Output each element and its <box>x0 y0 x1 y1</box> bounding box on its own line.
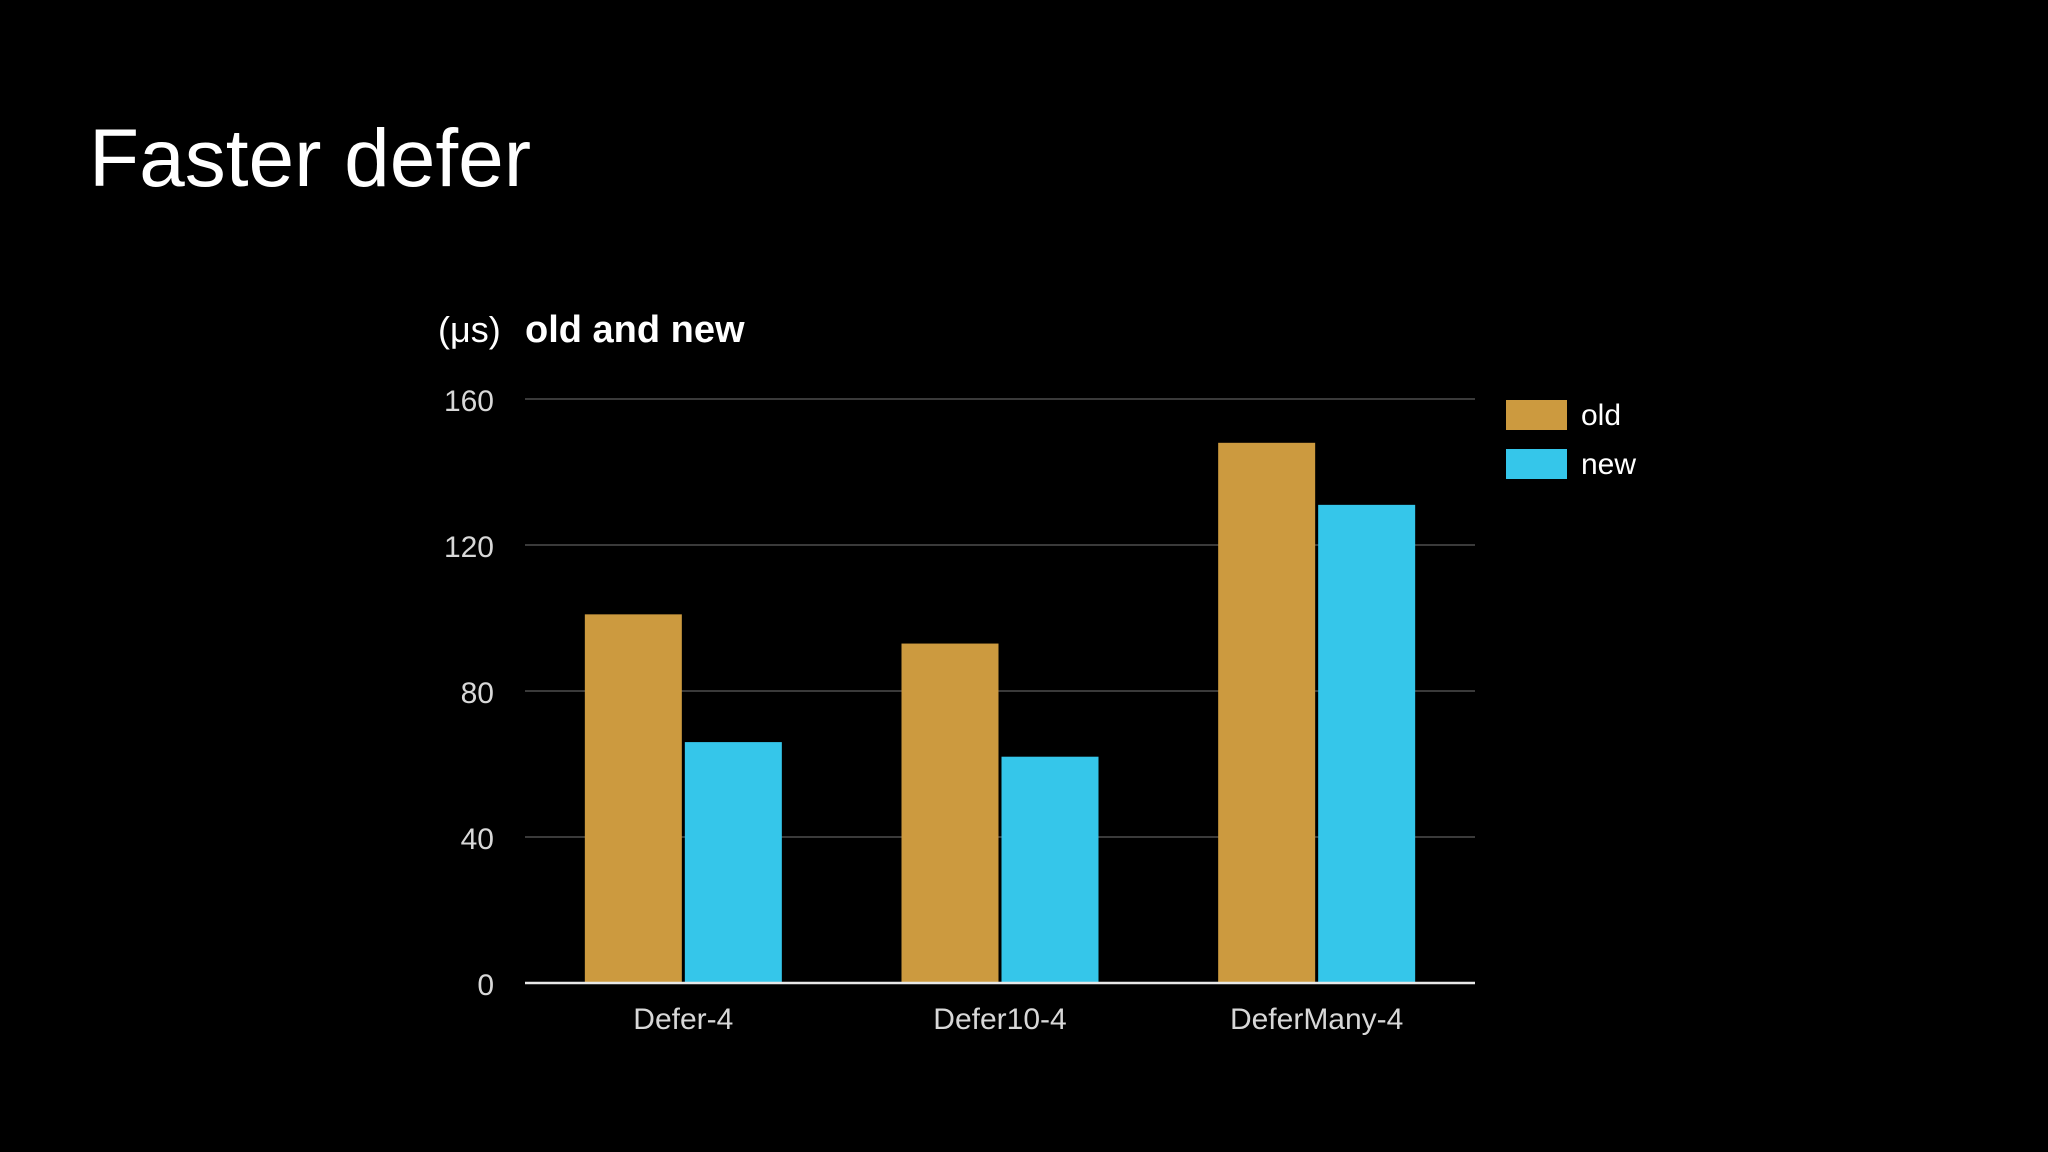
legend-label-old: old <box>1581 399 1621 432</box>
bar-old-defer10-4 <box>901 643 999 983</box>
y-tick-labels: 0 40 80 120 160 <box>444 385 494 1002</box>
legend-swatch-old <box>1506 400 1567 430</box>
chart-title: old and new <box>525 309 745 351</box>
bar-old-defer-4 <box>584 614 682 983</box>
y-axis-label: (μs) <box>438 309 501 350</box>
x-tick-label: DeferMany-4 <box>1230 1003 1403 1036</box>
bars <box>584 442 1416 983</box>
y-tick-label: 0 <box>477 969 494 1002</box>
slide-title: Faster defer <box>89 113 532 204</box>
x-tick-label: Defer-4 <box>633 1003 733 1036</box>
y-tick-label: 160 <box>444 385 494 418</box>
bar-new-defer10-4 <box>1001 756 1099 983</box>
legend: old new <box>1506 399 1636 481</box>
legend-label-new: new <box>1581 448 1636 481</box>
y-tick-label: 40 <box>461 823 494 856</box>
legend-swatch-new <box>1506 449 1567 479</box>
bar-new-defermany-4 <box>1318 504 1416 983</box>
bar-new-defer-4 <box>684 742 782 983</box>
x-tick-labels: Defer-4 Defer10-4 DeferMany-4 <box>633 1003 1403 1036</box>
y-tick-label: 120 <box>444 531 494 564</box>
x-tick-label: Defer10-4 <box>933 1003 1066 1036</box>
gridlines <box>525 398 1475 838</box>
bar-old-defermany-4 <box>1218 442 1316 983</box>
y-tick-label: 80 <box>461 677 494 710</box>
